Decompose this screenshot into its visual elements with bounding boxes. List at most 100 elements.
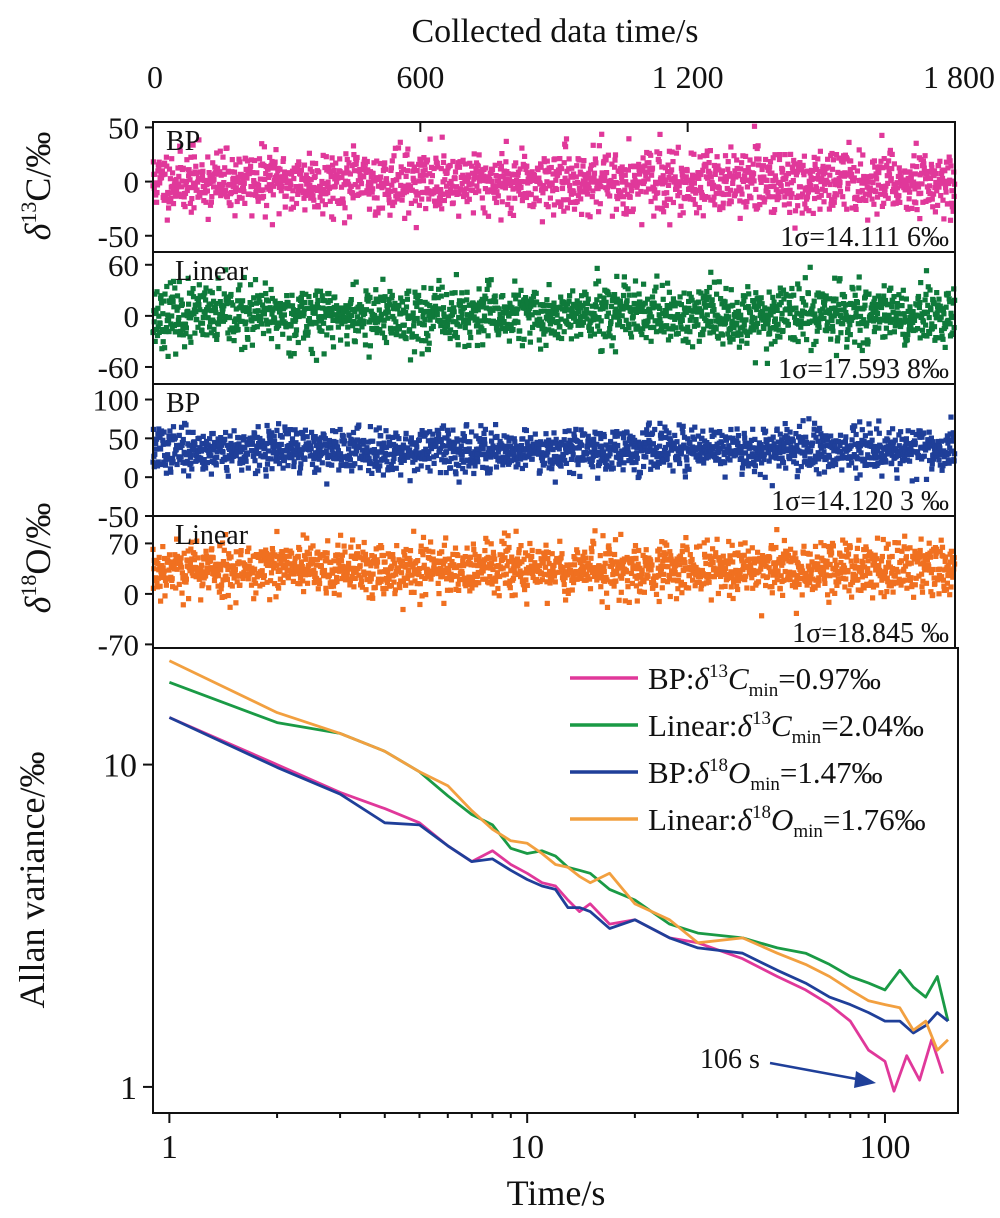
scatter-point: [298, 452, 304, 458]
scatter-point: [527, 451, 533, 457]
scatter-point: [897, 199, 903, 205]
scatter-point: [305, 176, 311, 182]
scatter-point: [651, 324, 657, 330]
scatter-point: [785, 171, 791, 177]
scatter-point: [529, 456, 535, 462]
scatter-point: [425, 464, 431, 471]
scatter-point: [249, 440, 255, 446]
scatter-point: [859, 187, 865, 194]
scatter-point: [391, 199, 398, 205]
scatter-point: [425, 347, 431, 353]
scatter-point: [184, 187, 190, 194]
scatter-point: [278, 441, 284, 447]
scatter-point: [516, 188, 522, 194]
scatter-point: [677, 460, 683, 467]
scatter-point: [527, 330, 533, 336]
scatter-point: [395, 306, 401, 312]
scatter-point: [871, 158, 877, 164]
scatter-point: [497, 173, 503, 180]
scatter-point: [505, 304, 511, 310]
scatter-point: [252, 277, 259, 283]
scatter-point: [305, 332, 311, 338]
scatter-point: [489, 167, 496, 173]
scatter-point: [560, 180, 566, 186]
scatter-point: [739, 191, 745, 197]
scatter-point: [747, 440, 753, 446]
scatter-point: [498, 163, 504, 169]
scatter-point: [231, 169, 238, 175]
scatter-point: [520, 436, 526, 442]
scatter-point: [289, 454, 295, 460]
scatter-point: [706, 284, 713, 291]
scatter-point: [255, 198, 261, 204]
scatter-point: [240, 437, 246, 443]
scatter-point: [448, 187, 454, 193]
scatter-point: [811, 176, 817, 182]
scatter-point: [548, 457, 554, 463]
scatter-point: [282, 204, 288, 210]
scatter-point: [546, 169, 552, 175]
scatter-point: [198, 294, 204, 300]
scatter-point: [496, 183, 502, 189]
scatter-point: [805, 189, 811, 195]
scatter-point: [913, 200, 919, 206]
scatter-point: [477, 437, 484, 443]
scatter-point: [651, 213, 657, 219]
scatter-point: [681, 434, 688, 440]
scatter-point: [439, 134, 445, 140]
scatter-point: [854, 168, 860, 174]
scatter-point: [657, 305, 663, 311]
scatter-point: [432, 203, 439, 209]
scatter-point: [249, 318, 255, 324]
scatter-point: [623, 451, 629, 457]
scatter-point: [690, 344, 696, 350]
scatter-point: [514, 179, 520, 185]
scatter-point: [678, 203, 684, 209]
scatter-point: [893, 318, 899, 324]
scatter-point: [580, 319, 586, 325]
scatter-point: [583, 174, 589, 180]
scatter-point: [722, 434, 729, 440]
scatter-point: [289, 171, 295, 177]
scatter-point: [907, 178, 913, 184]
scatter-point: [576, 320, 582, 326]
scatter-point: [381, 440, 387, 446]
scatter-point: [644, 149, 650, 156]
scatter-point: [230, 302, 236, 308]
scatter-point: [289, 436, 296, 442]
scatter-point: [725, 307, 731, 314]
scatter-point: [949, 204, 955, 210]
scatter-point: [204, 332, 210, 338]
scatter-point: [252, 431, 258, 437]
scatter-point: [910, 163, 916, 169]
scatter-point: [364, 450, 370, 456]
scatter-point: [879, 132, 885, 138]
scatter-point: [396, 303, 402, 309]
scatter-point: [767, 159, 774, 165]
scatter-point: [613, 299, 619, 305]
scatter-point: [403, 430, 409, 436]
scatter-point: [245, 465, 251, 471]
scatter-point: [795, 281, 801, 287]
scatter-point: [691, 151, 697, 157]
scatter-point: [176, 315, 182, 321]
scatter-point: [353, 279, 359, 285]
scatter-point: [888, 176, 894, 182]
scatter-point: [295, 455, 301, 461]
scatter-point: [437, 317, 443, 323]
scatter-point: [859, 180, 865, 186]
scatter-point: [919, 170, 925, 176]
scatter-point: [729, 321, 735, 328]
scatter-point: [579, 189, 585, 195]
scatter-point: [665, 182, 672, 188]
scatter-point: [191, 205, 197, 211]
scatter-point: [493, 199, 500, 206]
scatter-point: [327, 453, 333, 460]
scatter-point: [565, 449, 571, 455]
scatter-point: [379, 330, 386, 336]
scatter-point: [825, 156, 831, 162]
scatter-point: [629, 460, 635, 466]
scatter-point: [565, 443, 571, 449]
scatter-point: [290, 188, 296, 194]
scatter-point: [427, 468, 433, 474]
